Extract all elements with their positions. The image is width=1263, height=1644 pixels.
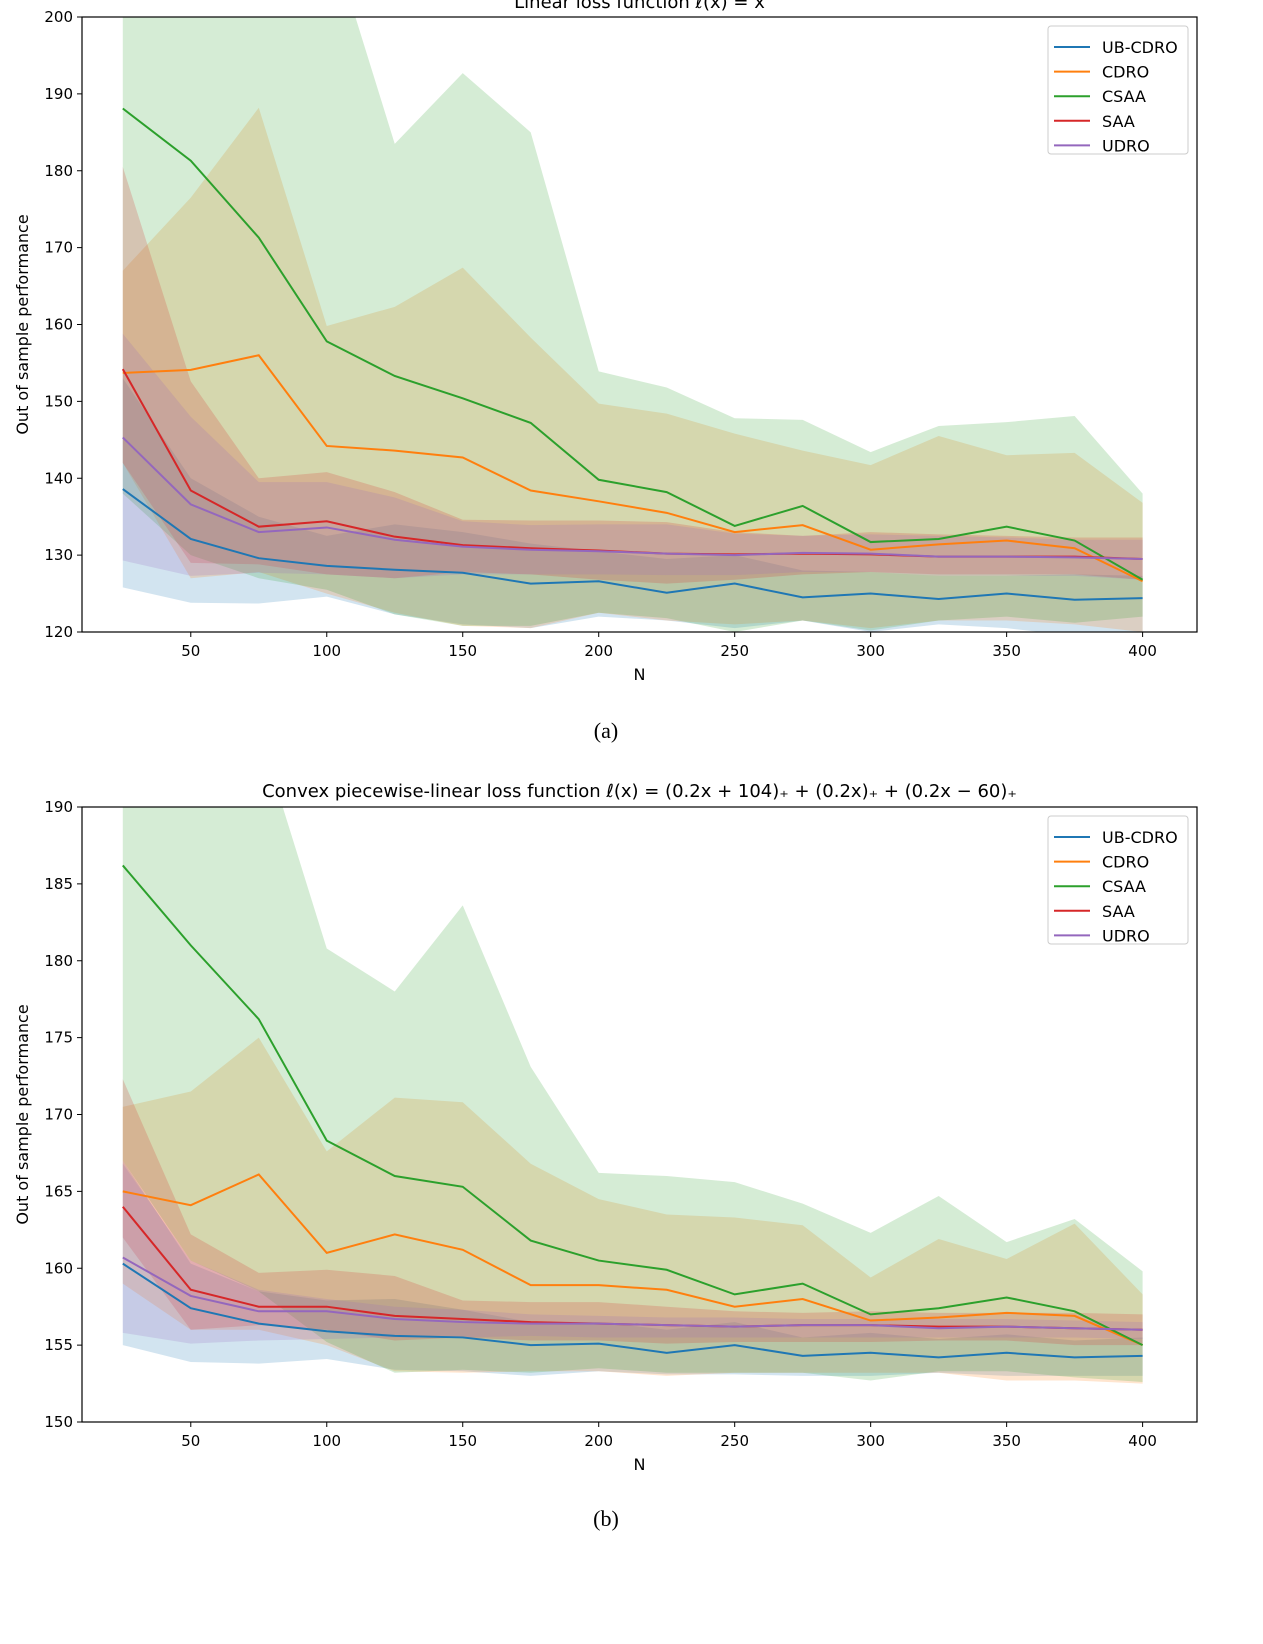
y-tick-label: 160 [44, 1259, 73, 1277]
figure-caption: (b) [593, 1506, 619, 1531]
band-udro [122, 333, 1143, 580]
band-saa [122, 1079, 1143, 1346]
line-csaa [122, 107, 1144, 581]
legend-label-ub-cdro: UB-CDRO [1102, 38, 1178, 57]
legend-label-udro: UDRO [1102, 136, 1150, 155]
line-ub-cdro [122, 1262, 1143, 1359]
y-tick-label: 180 [44, 952, 73, 970]
y-tick-label: 160 [44, 316, 73, 334]
y-axis-label: Out of sample performance [13, 214, 32, 434]
line-cdro [122, 1173, 1144, 1347]
line-csaa [122, 864, 1144, 1347]
legend-label-saa: SAA [1102, 902, 1135, 921]
legend-label-udro: UDRO [1102, 926, 1150, 945]
line-ub-cdro [122, 488, 1143, 601]
figure-caption: (a) [594, 718, 618, 743]
x-tick-label: 400 [1128, 642, 1157, 660]
x-tick-label: 350 [992, 642, 1021, 660]
x-tick-label: 50 [181, 642, 200, 660]
x-tick-label: 300 [856, 1432, 885, 1450]
band-saa [122, 166, 1143, 584]
y-tick-label: 185 [44, 875, 73, 893]
y-tick-label: 170 [44, 1106, 73, 1124]
y-tick-label: 165 [44, 1182, 73, 1200]
plot-area [122, 807, 1144, 1384]
y-tick-label: 130 [44, 546, 73, 564]
chart-title: Linear loss function ℓ(x) = x [514, 0, 765, 13]
line-udro [122, 1256, 1143, 1331]
plot-area [121, 17, 1144, 632]
y-tick-label: 150 [44, 392, 73, 410]
legend-label-csaa: CSAA [1102, 87, 1146, 106]
x-tick-label: 250 [720, 1432, 749, 1450]
x-tick-label: 100 [312, 642, 341, 660]
legend-box [1047, 25, 1189, 155]
y-tick-label: 150 [44, 1413, 73, 1431]
legend: UB-CDRO CDRO CSAA SAA UDRO [1047, 25, 1189, 155]
legend-label-ub-cdro: UB-CDRO [1102, 828, 1178, 847]
x-tick-label: 150 [448, 1432, 477, 1450]
legend-label-saa: SAA [1102, 112, 1135, 131]
y-axis-label: Out of sample performance [13, 1004, 32, 1224]
legend-label-csaa: CSAA [1102, 877, 1146, 896]
x-axis-label: N [634, 1455, 646, 1474]
legend-box [1047, 815, 1189, 945]
x-tick-label: 200 [584, 1432, 613, 1450]
x-tick-label: 150 [448, 642, 477, 660]
x-tick-label: 100 [312, 1432, 341, 1450]
legend-label-cdro: CDRO [1102, 853, 1149, 872]
chart-a: 50 100 150 200 250 300 350 400 120 130 140 150 160 17… [13, 0, 1198, 743]
band-cdro [122, 1037, 1143, 1384]
y-tick-label: 200 [44, 8, 73, 26]
x-tick-label: 300 [856, 642, 885, 660]
x-tick-label: 250 [720, 642, 749, 660]
x-tick-label: 200 [584, 642, 613, 660]
x-tick-label: 350 [992, 1432, 1021, 1450]
y-tick-label: 190 [44, 85, 73, 103]
band-csaa [122, 17, 1143, 632]
line-udro [122, 436, 1143, 560]
legend: UB-CDRO CDRO CSAA SAA UDRO [1047, 815, 1189, 945]
y-tick-label: 190 [44, 798, 73, 816]
line-cdro [122, 354, 1144, 583]
chart-b: 50 100 150 200 250 300 350 400 150 155 160 165 170 17… [13, 781, 1198, 1531]
x-axis-label: N [634, 665, 646, 684]
band-udro [122, 1163, 1143, 1344]
legend-label-cdro: CDRO [1102, 63, 1149, 82]
band-cdro [122, 107, 1143, 632]
y-tick-label: 140 [44, 469, 73, 487]
chart-title: Convex piecewise-linear loss function ℓ(… [262, 781, 1017, 802]
x-tick-label: 50 [181, 1432, 200, 1450]
y-tick-label: 120 [44, 623, 73, 641]
y-tick-label: 180 [44, 162, 73, 180]
y-tick-label: 155 [44, 1336, 73, 1354]
y-tick-label: 175 [44, 1029, 73, 1047]
y-tick-label: 170 [44, 239, 73, 257]
x-tick-label: 400 [1128, 1432, 1157, 1450]
band-ub-cdro [122, 1160, 1143, 1376]
